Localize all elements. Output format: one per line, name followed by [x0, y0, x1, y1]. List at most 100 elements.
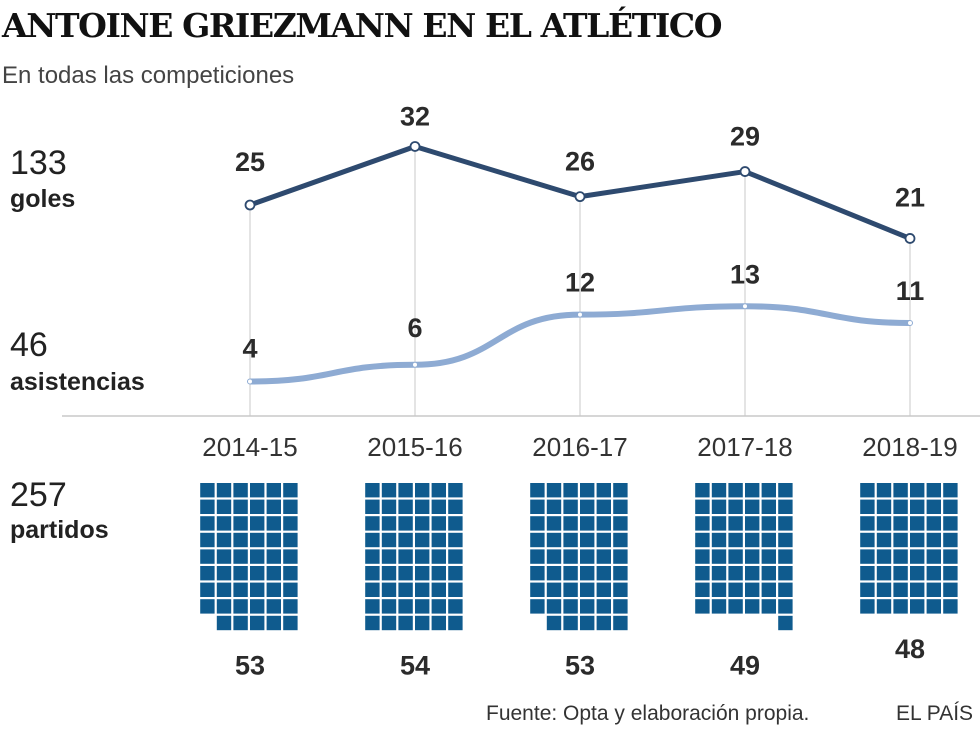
- match-square: [200, 532, 215, 548]
- match-square: [910, 499, 925, 514]
- match-square: [448, 516, 463, 531]
- match-square: [860, 499, 875, 514]
- match-square: [381, 566, 397, 581]
- match-square: [216, 532, 232, 548]
- x-tick-label: 2015-16: [367, 432, 462, 462]
- goals-point: [739, 166, 751, 177]
- match-square: [266, 499, 281, 514]
- match-square: [876, 532, 892, 548]
- match-square: [613, 599, 628, 614]
- match-square: [778, 582, 793, 597]
- match-square: [613, 516, 628, 531]
- match-square: [728, 582, 743, 597]
- assists-data-label: 6: [407, 313, 422, 343]
- matches-label: partidos: [10, 516, 109, 544]
- assists-data-label: 11: [896, 276, 925, 306]
- match-square: [415, 516, 430, 531]
- match-square: [943, 549, 958, 564]
- goals-data-label: 26: [565, 147, 595, 177]
- match-square: [233, 599, 248, 614]
- goals-point: [574, 191, 586, 203]
- match-square: [530, 483, 545, 498]
- match-square: [745, 549, 760, 564]
- match-square: [860, 516, 875, 531]
- match-square: [695, 582, 710, 597]
- match-square: [943, 516, 958, 531]
- match-square: [546, 516, 562, 531]
- goals-point: [409, 141, 421, 152]
- match-square: [745, 483, 760, 498]
- match-square: [778, 549, 793, 564]
- match-square: [926, 499, 941, 514]
- match-square: [580, 582, 595, 597]
- source-note: Fuente: Opta y elaboración propia.: [486, 702, 810, 725]
- match-square: [365, 599, 380, 614]
- match-square: [250, 582, 265, 597]
- match-square: [381, 483, 397, 498]
- match-square: [365, 566, 380, 581]
- match-square: [415, 582, 430, 597]
- match-square: [250, 599, 265, 614]
- match-square: [266, 566, 281, 581]
- match-square: [711, 532, 727, 548]
- match-square: [860, 532, 875, 548]
- match-square: [431, 499, 446, 514]
- match-square: [266, 549, 281, 564]
- match-square: [745, 582, 760, 597]
- match-square: [910, 566, 925, 581]
- match-square: [448, 599, 463, 614]
- match-square: [448, 532, 463, 548]
- match-square: [381, 499, 397, 514]
- match-square: [926, 582, 941, 597]
- match-square: [415, 499, 430, 514]
- match-square: [893, 499, 908, 514]
- match-square: [415, 615, 430, 631]
- match-square: [398, 516, 413, 531]
- match-square: [943, 566, 958, 581]
- match-square: [283, 566, 298, 581]
- match-square: [381, 599, 397, 614]
- match-square: [233, 483, 248, 498]
- match-square: [530, 566, 545, 581]
- match-square: [365, 483, 380, 498]
- goals-data-label: 25: [235, 147, 265, 177]
- match-square: [563, 549, 578, 564]
- match-square: [778, 499, 793, 514]
- match-square: [860, 582, 875, 597]
- match-square: [283, 582, 298, 597]
- match-square: [398, 532, 413, 548]
- match-square: [943, 582, 958, 597]
- match-square: [695, 549, 710, 564]
- match-square: [596, 599, 611, 614]
- match-square: [530, 599, 545, 614]
- match-square: [613, 499, 628, 514]
- match-square: [778, 516, 793, 531]
- match-square: [563, 615, 578, 631]
- match-square: [728, 516, 743, 531]
- match-square: [580, 516, 595, 531]
- match-square: [860, 483, 875, 498]
- match-square: [745, 532, 760, 548]
- match-square: [711, 516, 727, 531]
- match-square: [200, 566, 215, 581]
- match-square: [398, 483, 413, 498]
- match-square: [728, 483, 743, 498]
- match-square: [283, 599, 298, 614]
- match-square: [216, 615, 232, 631]
- match-square: [448, 566, 463, 581]
- match-square: [761, 516, 776, 531]
- match-square: [530, 499, 545, 514]
- match-square: [876, 499, 892, 514]
- match-square: [596, 516, 611, 531]
- match-square: [761, 599, 776, 614]
- match-square: [711, 599, 727, 614]
- match-square: [728, 549, 743, 564]
- match-square: [546, 566, 562, 581]
- match-square: [778, 599, 793, 614]
- match-square: [745, 499, 760, 514]
- match-square: [893, 549, 908, 564]
- match-square: [613, 566, 628, 581]
- match-square: [365, 549, 380, 564]
- match-square: [613, 615, 628, 631]
- match-square: [250, 499, 265, 514]
